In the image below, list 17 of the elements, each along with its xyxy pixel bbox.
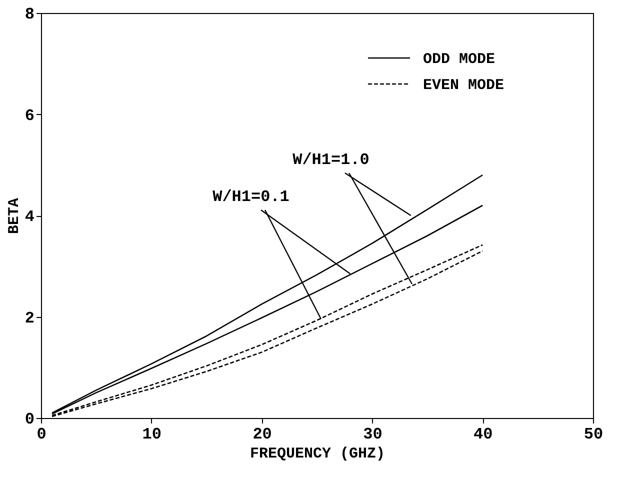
- x-tick-label: 20: [252, 426, 272, 444]
- x-axis-title: FREQUENCY (GHZ): [250, 446, 386, 462]
- annotation: W/H1=1.0: [292, 151, 370, 169]
- y-tick-label: 0: [24, 410, 34, 428]
- y-tick-label: 4: [24, 208, 35, 226]
- y-tick-label: 8: [24, 6, 34, 24]
- x-tick-label: 40: [474, 426, 493, 444]
- legend-label: EVEN MODE: [423, 77, 504, 94]
- x-tick-label: 50: [584, 426, 604, 444]
- legend-label: ODD MODE: [423, 51, 496, 68]
- annotation: W/H1=0.1: [212, 188, 290, 206]
- x-tick-label: 10: [142, 426, 162, 444]
- x-tick-label: 0: [36, 426, 46, 444]
- x-tick-label: 30: [363, 426, 382, 444]
- y-axis-title: BETA: [6, 198, 23, 234]
- y-tick-label: 2: [24, 309, 34, 328]
- y-tick-label: 6: [24, 106, 34, 125]
